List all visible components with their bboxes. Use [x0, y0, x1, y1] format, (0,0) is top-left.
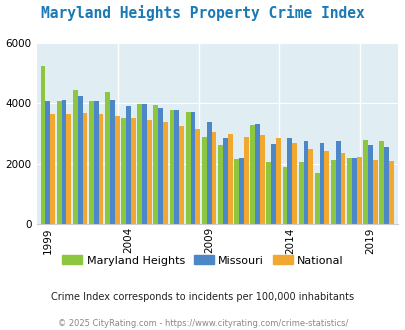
- Bar: [174, 110, 179, 224]
- Bar: [243, 137, 248, 224]
- Text: © 2025 CityRating.com - https://www.cityrating.com/crime-statistics/: © 2025 CityRating.com - https://www.city…: [58, 319, 347, 328]
- Bar: [206, 122, 211, 224]
- Text: Maryland Heights Property Crime Index: Maryland Heights Property Crime Index: [41, 5, 364, 21]
- Bar: [346, 158, 351, 224]
- Bar: [147, 120, 151, 224]
- Bar: [66, 114, 71, 224]
- Bar: [201, 137, 206, 224]
- Bar: [142, 104, 147, 224]
- Bar: [259, 135, 264, 224]
- Bar: [110, 100, 115, 224]
- Bar: [287, 139, 292, 224]
- Bar: [292, 143, 296, 224]
- Bar: [115, 116, 119, 224]
- Text: Crime Index corresponds to incidents per 100,000 inhabitants: Crime Index corresponds to incidents per…: [51, 292, 354, 302]
- Bar: [330, 160, 335, 224]
- Bar: [383, 147, 388, 224]
- Bar: [275, 139, 280, 224]
- Bar: [324, 151, 328, 224]
- Bar: [335, 141, 340, 224]
- Bar: [82, 113, 87, 224]
- Bar: [234, 159, 239, 224]
- Bar: [158, 108, 163, 224]
- Bar: [249, 124, 254, 224]
- Bar: [266, 162, 271, 224]
- Bar: [356, 157, 361, 224]
- Bar: [98, 114, 103, 224]
- Bar: [163, 122, 168, 224]
- Bar: [50, 114, 55, 224]
- Bar: [222, 138, 227, 224]
- Bar: [62, 100, 66, 224]
- Bar: [185, 112, 190, 224]
- Bar: [190, 112, 195, 224]
- Bar: [126, 106, 130, 224]
- Bar: [169, 110, 174, 224]
- Bar: [351, 158, 356, 224]
- Bar: [130, 118, 135, 224]
- Bar: [282, 167, 287, 224]
- Bar: [195, 129, 200, 224]
- Bar: [388, 161, 393, 224]
- Bar: [77, 96, 82, 224]
- Bar: [137, 104, 142, 224]
- Bar: [362, 140, 367, 224]
- Bar: [319, 143, 324, 224]
- Bar: [89, 101, 94, 224]
- Bar: [298, 162, 303, 224]
- Bar: [314, 173, 319, 224]
- Bar: [121, 118, 126, 224]
- Bar: [307, 149, 312, 224]
- Bar: [45, 101, 50, 224]
- Bar: [367, 145, 372, 224]
- Bar: [340, 153, 345, 224]
- Bar: [179, 126, 184, 224]
- Bar: [72, 90, 77, 224]
- Bar: [40, 66, 45, 224]
- Bar: [227, 134, 232, 224]
- Bar: [57, 101, 62, 224]
- Bar: [372, 160, 377, 224]
- Bar: [303, 141, 307, 224]
- Bar: [271, 144, 275, 224]
- Bar: [105, 92, 110, 224]
- Bar: [153, 105, 158, 224]
- Bar: [239, 158, 243, 224]
- Bar: [378, 141, 383, 224]
- Bar: [94, 101, 98, 224]
- Bar: [211, 132, 216, 224]
- Bar: [217, 145, 222, 224]
- Legend: Maryland Heights, Missouri, National: Maryland Heights, Missouri, National: [58, 251, 347, 270]
- Bar: [254, 124, 259, 224]
